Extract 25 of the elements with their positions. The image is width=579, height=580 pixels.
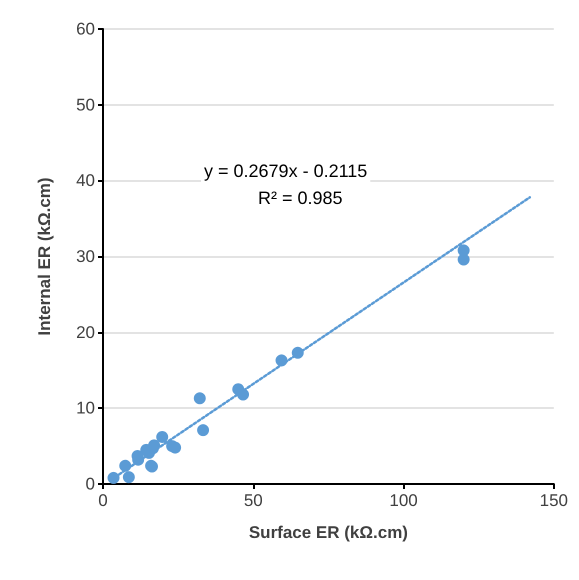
point [119, 460, 132, 472]
y-tick-label: 10 [76, 398, 95, 418]
point [194, 392, 206, 404]
point [156, 430, 168, 443]
y-axis-title: Internal ER (kΩ.cm) [35, 177, 54, 336]
x-tick-label: 150 [540, 491, 568, 510]
y-tick-label: 40 [76, 171, 95, 190]
y-tick-label: 0 [86, 474, 95, 494]
x-tick-label: 50 [244, 491, 263, 510]
x-axis-title: Surface ER (kΩ.cm) [248, 523, 408, 542]
point [197, 424, 210, 436]
point [276, 354, 288, 366]
annotation: y = 0.2679x - 0.2115 [204, 161, 368, 181]
point [122, 471, 135, 484]
point [292, 346, 304, 359]
y-tick-label: 30 [76, 247, 95, 266]
y-tick-label: 20 [76, 322, 95, 342]
y-tick-label: 60 [76, 20, 95, 38]
point [108, 472, 120, 484]
y-tick-label: 50 [76, 95, 95, 114]
point [458, 254, 470, 266]
x-tick-label: 0 [98, 491, 108, 510]
point [237, 388, 250, 401]
annotation: R² = 0.985 [258, 188, 343, 208]
x-tick-label: 100 [389, 491, 418, 510]
